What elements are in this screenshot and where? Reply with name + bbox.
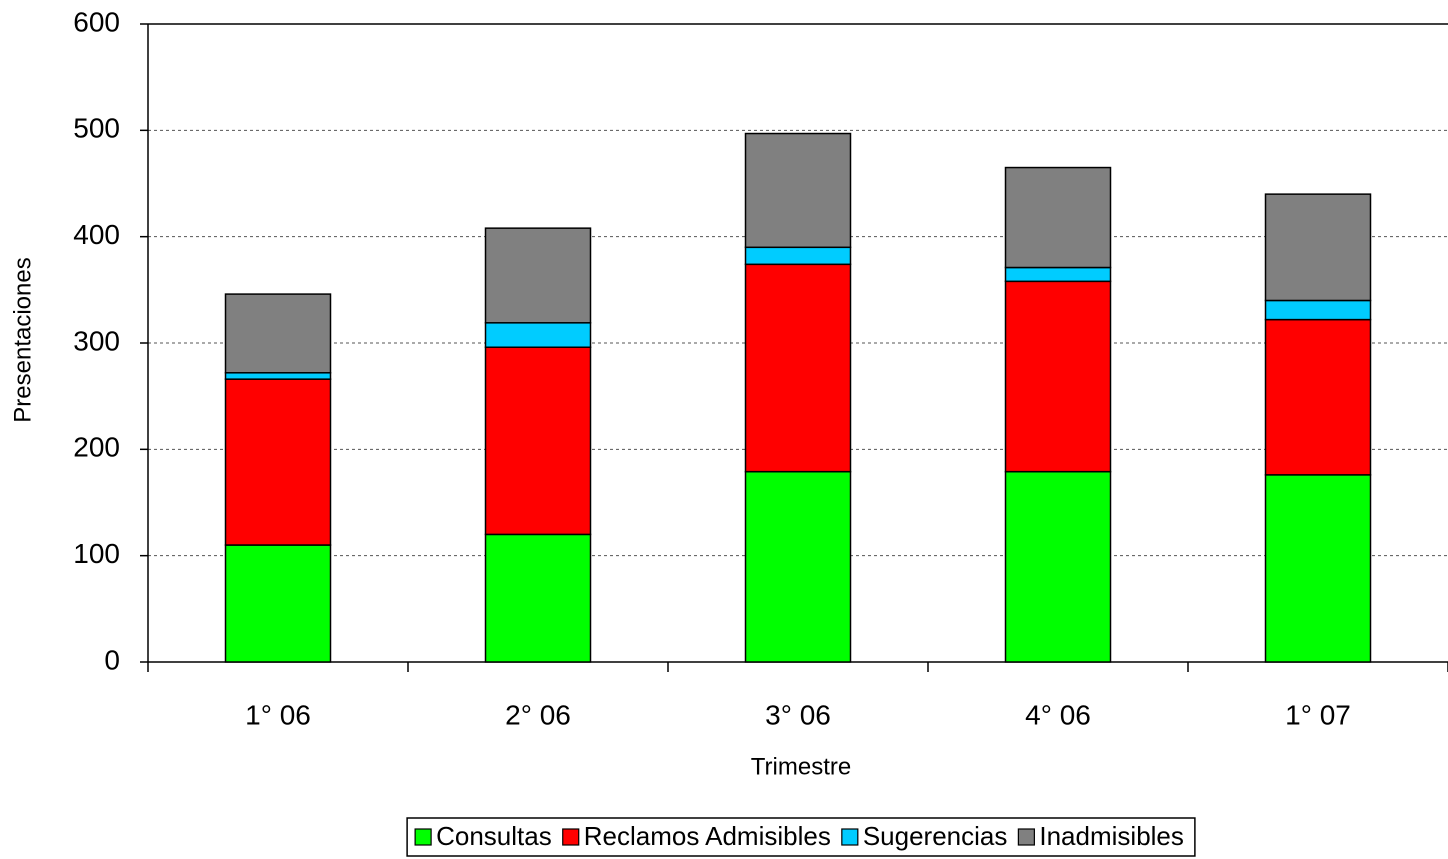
legend-box (406, 817, 1196, 857)
x-tick-label: 2° 06 (505, 699, 571, 730)
legend-swatch (1017, 828, 1035, 846)
bar-segment (1264, 299, 1372, 321)
y-tick-label: 600 (73, 6, 120, 37)
y-tick-label: 500 (73, 113, 120, 144)
bar-segment (744, 470, 852, 663)
bar-segment (484, 227, 592, 324)
legend-swatch (414, 828, 432, 846)
x-tick-label: 4° 06 (1025, 699, 1091, 730)
y-tick-label: 0 (104, 644, 120, 675)
bar-segment (744, 132, 852, 249)
x-tick-label: 1° 07 (1285, 699, 1351, 730)
legend-swatch (841, 828, 859, 846)
y-axis-label: Presentaciones (9, 257, 36, 422)
legend-swatch (562, 828, 580, 846)
bar-segment (744, 263, 852, 473)
x-tick-label: 1° 06 (245, 699, 311, 730)
legend-label: Consultas (436, 821, 552, 851)
bar-segment (1004, 266, 1112, 283)
bar-segment (484, 533, 592, 663)
y-tick-label: 300 (73, 325, 120, 356)
bar-segment (224, 372, 332, 380)
bar-segment (1264, 474, 1372, 663)
x-tick-label: 3° 06 (765, 699, 831, 730)
bar-segment (484, 322, 592, 349)
x-axis-label: Trimestre (751, 753, 851, 780)
bar-segment (1004, 166, 1112, 269)
bar-segment (484, 346, 592, 536)
legend-label: Reclamos Admisibles (584, 821, 831, 851)
y-tick-label: 200 (73, 432, 120, 463)
y-tick-label: 100 (73, 538, 120, 569)
legend-label: Sugerencias (863, 821, 1008, 851)
bar-segment (224, 544, 332, 663)
bar-segment (1264, 318, 1372, 476)
y-tick-label: 400 (73, 219, 120, 250)
bar-segment (1264, 193, 1372, 302)
bar-segment (1004, 280, 1112, 473)
bar-segment (224, 378, 332, 546)
bar-segment (744, 246, 852, 266)
legend-label: Inadmisibles (1039, 821, 1184, 851)
bar-segment (224, 293, 332, 374)
bar-segment (1004, 470, 1112, 663)
